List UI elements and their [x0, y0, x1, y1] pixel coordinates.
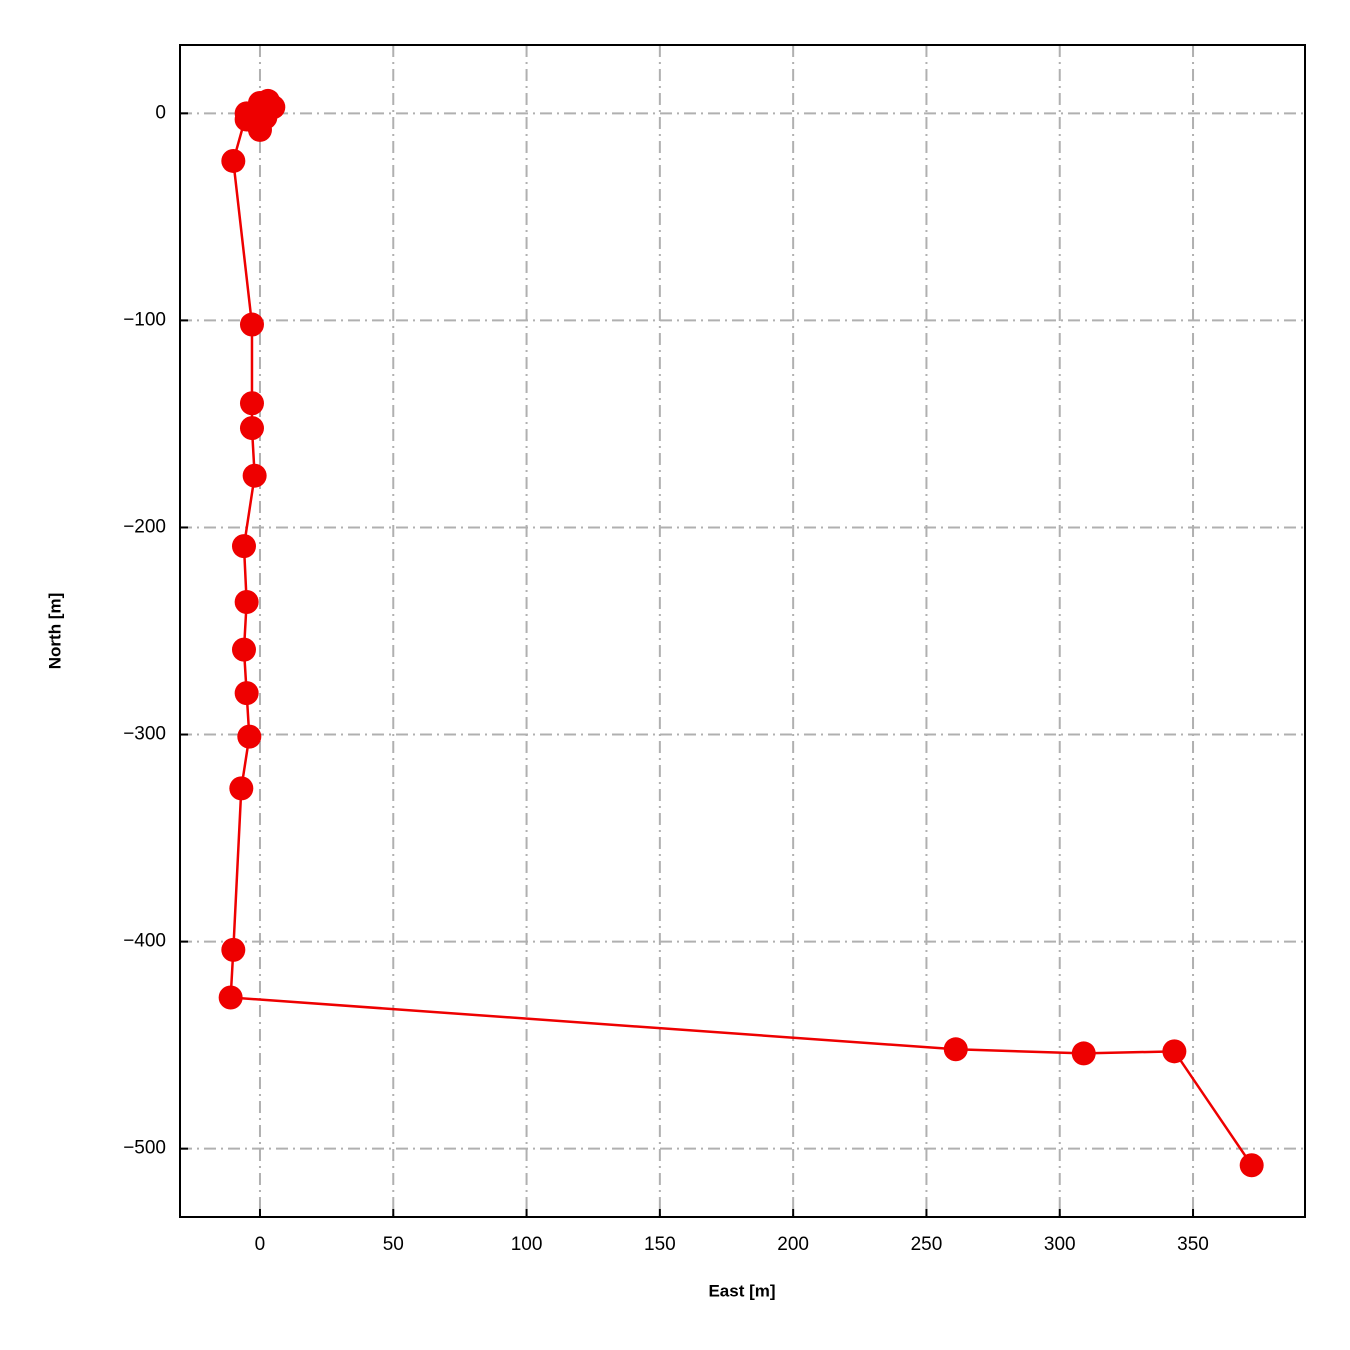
marker	[239, 416, 264, 441]
marker	[234, 681, 259, 706]
marker	[1239, 1153, 1264, 1178]
x-tick-label: 200	[777, 1234, 809, 1255]
y-tick-label: −400	[123, 931, 166, 952]
marker	[218, 985, 243, 1010]
y-tick-label: −300	[123, 724, 166, 745]
x-tick-label: 350	[1177, 1234, 1209, 1255]
marker	[1162, 1039, 1187, 1064]
plot-frame	[179, 44, 1306, 1218]
marker	[229, 776, 254, 801]
y-axis-label: North [m]	[45, 593, 64, 669]
marker	[237, 724, 262, 749]
y-tick-label: −200	[123, 516, 166, 537]
marker	[231, 637, 256, 662]
y-tick-label: 0	[155, 102, 166, 123]
marker	[234, 101, 259, 126]
marker	[943, 1037, 968, 1062]
marker	[1071, 1041, 1096, 1066]
x-tick-label: 0	[255, 1234, 266, 1255]
marker	[234, 590, 259, 615]
y-tick-label: −500	[123, 1138, 166, 1159]
x-tick-label: 300	[1044, 1234, 1076, 1255]
x-axis-label: East [m]	[708, 1281, 775, 1300]
x-tick-label: 150	[644, 1234, 676, 1255]
marker	[231, 534, 256, 559]
y-tick-label: −100	[123, 309, 166, 330]
line	[229, 99, 1253, 1166]
x-tick-label: 250	[911, 1234, 943, 1255]
x-tick-label: 50	[383, 1234, 404, 1255]
marker	[239, 391, 264, 416]
marker	[221, 148, 246, 173]
marker	[239, 312, 264, 337]
x-tick-label: 100	[511, 1234, 543, 1255]
marker	[221, 937, 246, 962]
marker	[242, 463, 267, 488]
